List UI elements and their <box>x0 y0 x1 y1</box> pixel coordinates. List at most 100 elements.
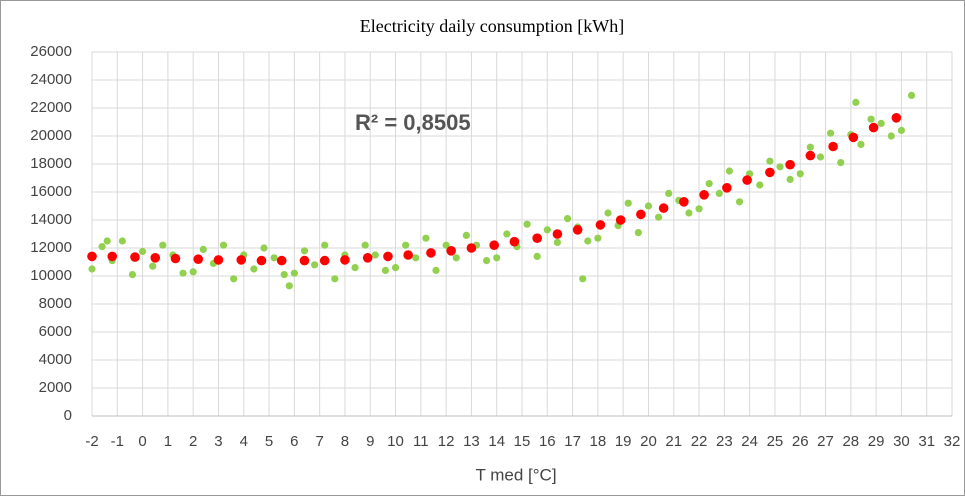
point <box>403 250 413 260</box>
point <box>624 199 632 207</box>
x-tick-label: 1 <box>164 433 172 450</box>
point <box>503 230 511 238</box>
point <box>381 266 390 274</box>
point <box>699 190 709 200</box>
point <box>489 240 499 250</box>
point <box>361 241 369 249</box>
x-tick-label: 8 <box>341 433 349 450</box>
point <box>362 252 373 263</box>
grid: 0200040006000800010000120001400016000180… <box>30 43 960 450</box>
point <box>149 262 157 270</box>
point <box>236 255 247 265</box>
x-tick-label: 26 <box>792 433 809 450</box>
point <box>130 252 140 262</box>
point <box>756 181 764 189</box>
x-tick-label: 6 <box>290 433 298 450</box>
point <box>280 271 288 279</box>
point <box>644 202 653 210</box>
point <box>219 241 228 249</box>
point <box>276 255 287 266</box>
point <box>230 275 238 283</box>
y-tick-label: 16000 <box>30 183 72 200</box>
point <box>523 220 531 228</box>
point <box>857 140 865 148</box>
point <box>897 126 906 134</box>
x-tick-label: 13 <box>463 433 480 450</box>
point <box>422 234 430 242</box>
point <box>867 115 875 123</box>
point <box>533 252 541 260</box>
x-tick-label: 10 <box>387 433 404 450</box>
x-tick-label: 12 <box>438 433 455 450</box>
x-tick-label: 11 <box>413 433 429 450</box>
point <box>299 255 310 266</box>
point <box>179 269 187 277</box>
point <box>877 119 885 127</box>
y-tick-label: 20000 <box>30 127 72 144</box>
point <box>685 209 693 217</box>
x-tick-label: 16 <box>539 433 556 450</box>
point <box>715 189 723 197</box>
point <box>462 231 470 239</box>
x-tick-label: 7 <box>315 433 323 450</box>
point <box>595 220 606 230</box>
x-tick-label: 9 <box>366 433 374 450</box>
point <box>482 257 491 265</box>
point <box>213 255 224 265</box>
x-tick-label: 20 <box>640 433 657 450</box>
x-tick-label: 23 <box>716 433 733 450</box>
point <box>579 275 587 283</box>
y-tick-label: 4000 <box>39 351 72 368</box>
point <box>604 209 612 217</box>
point <box>159 241 167 249</box>
point <box>170 253 181 264</box>
point <box>665 189 673 197</box>
x-tick-label: 22 <box>691 433 708 450</box>
y-tick-label: 24000 <box>30 71 72 88</box>
point <box>826 129 835 137</box>
point <box>371 251 379 259</box>
point <box>321 241 329 249</box>
x-axis-label: T med [°C] <box>475 465 556 484</box>
point <box>786 175 794 183</box>
point <box>351 264 359 272</box>
point <box>426 248 436 258</box>
point <box>290 269 298 277</box>
chart-title: Electricity daily consumption [kWh] <box>360 16 624 36</box>
y-tick-label: 8000 <box>39 295 72 312</box>
point <box>432 266 440 274</box>
x-tick-label: 5 <box>265 433 273 450</box>
points <box>87 91 916 290</box>
point <box>452 254 460 262</box>
point <box>285 282 293 290</box>
point <box>107 251 118 262</box>
point <box>402 241 410 249</box>
x-tick-label: 29 <box>868 433 885 450</box>
x-tick-label: 24 <box>741 433 758 450</box>
point <box>816 153 825 161</box>
point <box>442 241 450 249</box>
x-tick-label: 32 <box>944 433 961 450</box>
point <box>310 261 319 269</box>
x-tick-label: 21 <box>665 433 682 450</box>
point <box>634 229 642 237</box>
x-tick-label: 2 <box>189 433 197 450</box>
point <box>331 275 339 283</box>
y-tick-label: 10000 <box>30 267 72 284</box>
point <box>705 180 713 188</box>
point <box>509 236 520 247</box>
x-tick-label: -2 <box>85 433 98 450</box>
point <box>138 247 147 256</box>
x-tick-label: 19 <box>615 433 632 450</box>
y-tick-label: 0 <box>64 407 72 424</box>
y-tick-label: 2000 <box>39 379 72 396</box>
point <box>891 113 902 123</box>
point <box>735 198 744 206</box>
point <box>654 213 663 221</box>
x-tick-label: 25 <box>767 433 784 450</box>
point <box>572 225 583 235</box>
point <box>868 122 879 133</box>
annotation: R² = 0,8505 <box>355 110 471 135</box>
x-tick-label: 31 <box>918 433 935 450</box>
point <box>466 243 477 253</box>
